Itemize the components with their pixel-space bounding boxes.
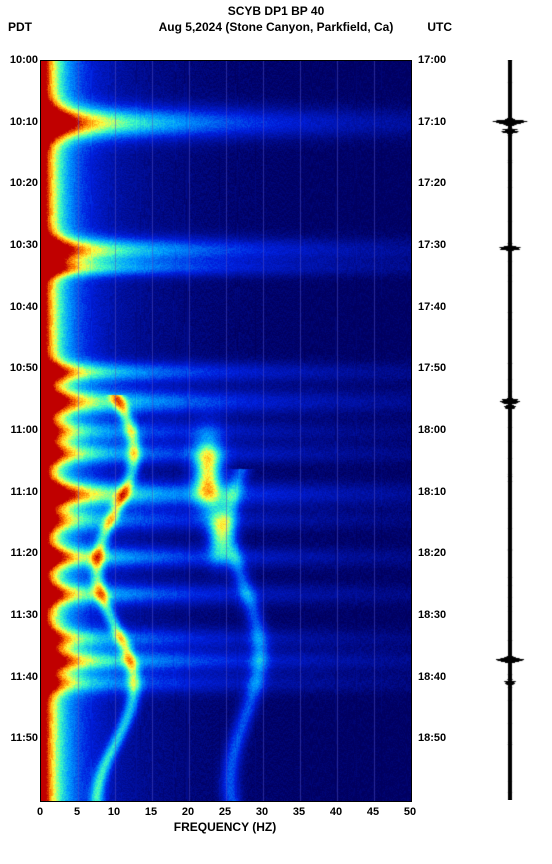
spectrogram-canvas (41, 61, 411, 801)
y-axis-left: 10:0010:1010:2010:3010:4010:5011:0011:10… (0, 60, 38, 800)
y-axis-right: 17:0017:1017:2017:3017:4017:5018:0018:10… (414, 60, 452, 800)
x-axis: 05101520253035404550 FREQUENCY (HZ) (40, 802, 410, 842)
x-tick: 35 (293, 806, 305, 818)
x-tick: 20 (182, 806, 194, 818)
spectrogram-chart (40, 60, 412, 802)
x-tick: 30 (256, 806, 268, 818)
x-tick: 15 (145, 806, 157, 818)
x-tick: 40 (330, 806, 342, 818)
x-tick: 0 (37, 806, 43, 818)
waveform-panel (490, 60, 530, 800)
x-tick: 50 (404, 806, 416, 818)
x-tick: 25 (219, 806, 231, 818)
x-tick: 10 (108, 806, 120, 818)
timezone-right: UTC (427, 20, 452, 34)
x-tick: 45 (367, 806, 379, 818)
title-line-2: Aug 5,2024 (Stone Canyon, Parkfield, Ca) (0, 20, 552, 34)
title-line-1: SCYB DP1 BP 40 (0, 4, 552, 18)
x-axis-label: FREQUENCY (HZ) (40, 820, 410, 834)
waveform-canvas (490, 60, 530, 800)
x-tick: 5 (74, 806, 80, 818)
